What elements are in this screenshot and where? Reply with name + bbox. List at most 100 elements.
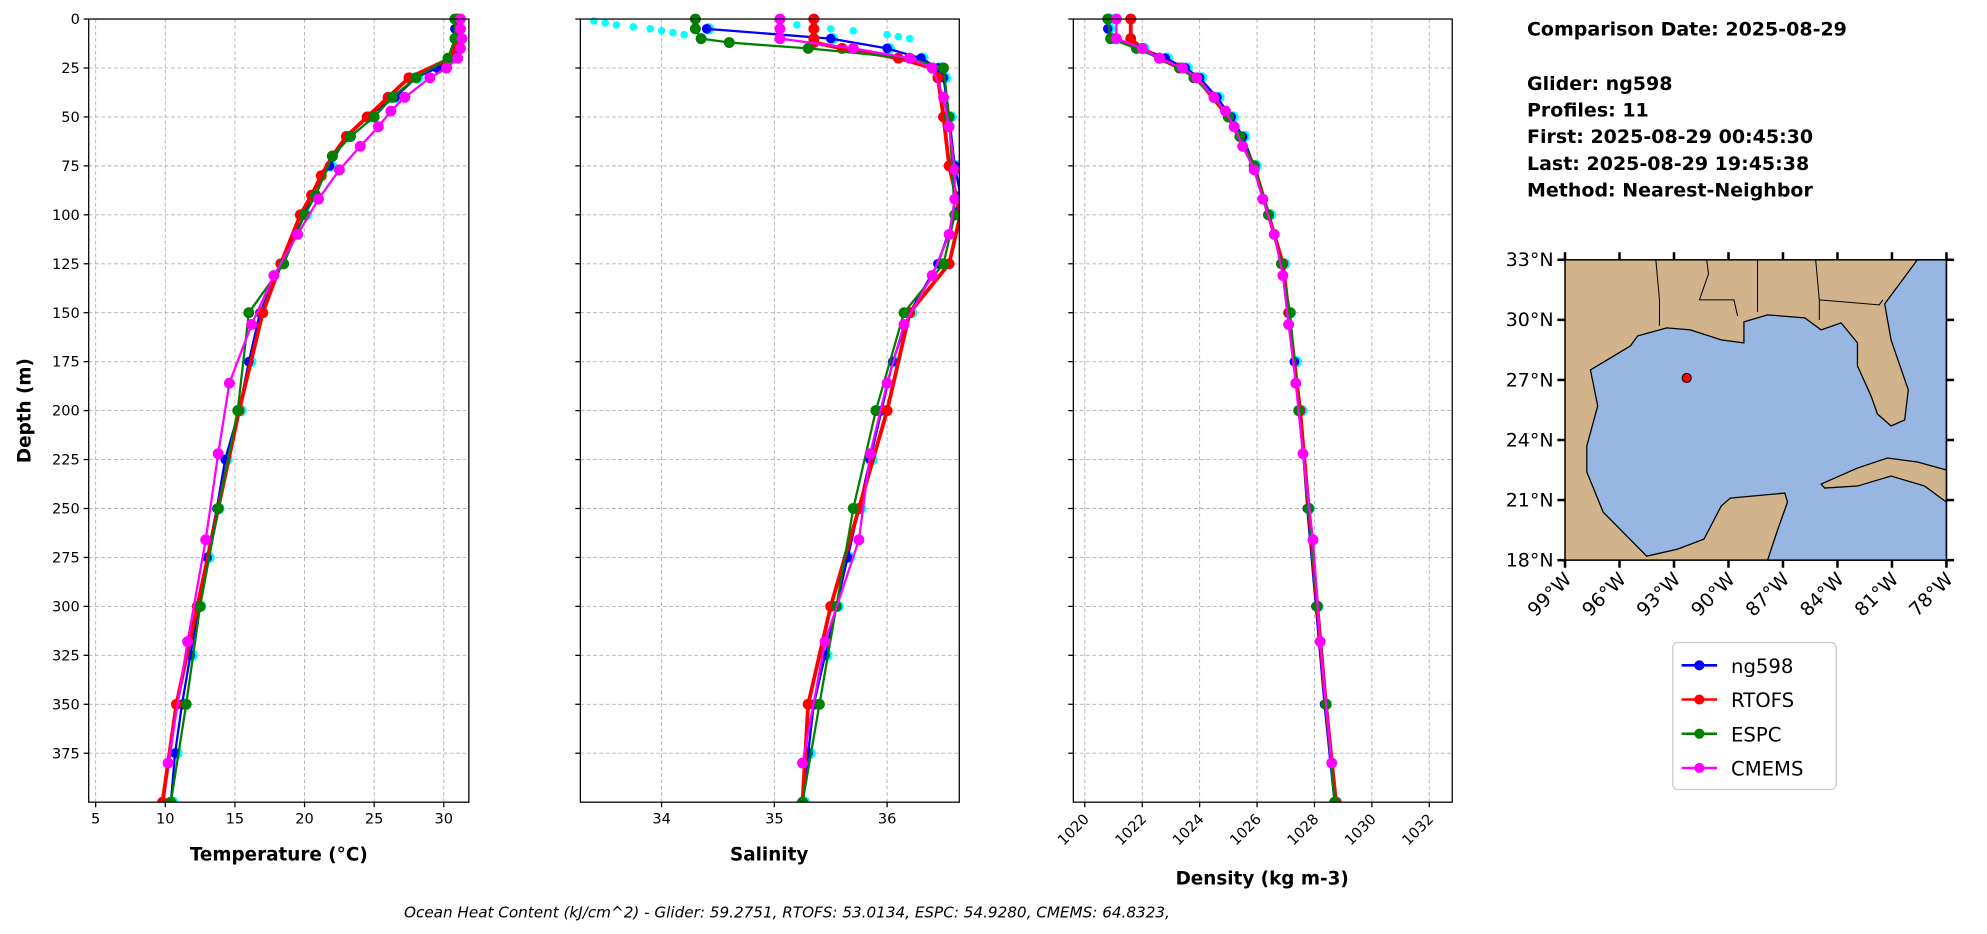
plot-area — [590, 13, 960, 803]
cmems-point — [441, 62, 453, 74]
lon-tick-label: 99°W — [1523, 568, 1576, 621]
density-axis-label: Density (kg m-3) — [1176, 869, 1349, 890]
cmems-point — [926, 270, 938, 281]
y-tick-label: 150 — [52, 305, 80, 322]
cmems-point — [819, 636, 831, 648]
lat-tick-label: 33°N — [1506, 249, 1554, 271]
cmems-point — [881, 377, 893, 389]
cmems-point — [1110, 33, 1122, 45]
x-tick-label: 1020 — [1054, 811, 1092, 849]
espc-point — [814, 698, 825, 710]
profiles-point — [657, 26, 666, 35]
plot-area — [157, 13, 468, 803]
density-panel: 1020 1022 1024 1026 1028 1030 1032 — [1054, 13, 1453, 849]
cmems-point — [926, 62, 938, 74]
cmems-point — [246, 319, 258, 330]
profiles-point — [680, 30, 688, 39]
espc-point — [1329, 796, 1340, 803]
glider-name: Glider: ng598 — [1527, 73, 1672, 95]
cmems-point — [455, 23, 466, 35]
cmems-point — [774, 33, 786, 45]
lat-tick-label: 18°N — [1506, 549, 1554, 571]
espc-point — [938, 62, 949, 74]
cmems-point — [1268, 228, 1280, 240]
espc-point — [802, 42, 814, 54]
y-tick-label: 225 — [52, 452, 80, 469]
cmems-point — [1136, 42, 1148, 54]
cmems-point — [1290, 377, 1302, 389]
cmems-point — [1283, 319, 1295, 330]
lat-tick-label: 21°N — [1506, 489, 1554, 511]
cmems-point — [292, 228, 304, 240]
y-tick-label: 275 — [52, 550, 80, 567]
salinity-axis-label: Salinity — [730, 844, 808, 865]
method: Method: Nearest-Neighbor — [1527, 179, 1813, 201]
x-tick-label: 1024 — [1169, 811, 1207, 849]
cmems-line — [166, 19, 464, 764]
legend: ng598 RTOFS ESPC CMEMS — [1672, 641, 1837, 791]
espc-point — [386, 91, 398, 103]
espc-point — [898, 307, 910, 319]
x-tick-label: 10 — [156, 811, 175, 828]
x-tick-label: 1022 — [1112, 811, 1150, 849]
y-tick-label: 375 — [52, 745, 80, 762]
cmems-point — [162, 757, 174, 769]
espc-legend-marker — [1694, 728, 1705, 739]
profiles-point — [883, 30, 891, 39]
x-tick-label: 20 — [295, 811, 314, 828]
espc-point — [723, 37, 735, 48]
profiles-point — [612, 21, 621, 29]
x-tick-label: 1026 — [1227, 811, 1265, 849]
espc-point — [194, 600, 206, 612]
temperature-panel: 0 25 50 75 100 125 150 175 200 225 250 275 300 325 350… — [52, 11, 470, 828]
ng598-line — [706, 27, 960, 803]
profiles-point — [601, 19, 609, 27]
profile-count: Profiles: 11 — [1527, 100, 1649, 122]
x-tick-label: 35 — [765, 811, 784, 828]
depth-axis-label: Depth (m) — [14, 358, 35, 463]
espc-point — [797, 796, 808, 803]
cmems-point — [1228, 121, 1240, 133]
x-tick-label: 1028 — [1284, 811, 1322, 849]
espc-point — [180, 698, 192, 710]
rtofs-point — [157, 796, 168, 803]
y-tick-label: 0 — [71, 11, 80, 28]
axes-frame — [88, 18, 470, 803]
cmems-point — [424, 72, 436, 84]
cmems-point — [354, 140, 366, 152]
cmems-point — [1297, 448, 1309, 460]
cmems-point — [212, 448, 224, 460]
profiles-point — [826, 25, 835, 33]
cmems-point — [1176, 62, 1188, 74]
cmems-point — [200, 534, 212, 546]
y-tick-label: 125 — [52, 256, 80, 273]
y-tick-label: 25 — [61, 60, 80, 77]
legend-box — [1672, 641, 1837, 791]
cmems-point — [774, 23, 786, 35]
cmems-legend-label: CMEMS — [1731, 758, 1803, 781]
info-block: Comparison Date: 2025-08-29 Glider: ng59… — [1527, 19, 1847, 202]
espc-point — [695, 33, 707, 45]
profiles-point — [646, 25, 655, 33]
state-border — [1698, 259, 1739, 316]
espc-point — [410, 72, 422, 84]
cmems-point — [949, 164, 960, 176]
y-tick-label: 300 — [52, 598, 80, 615]
ng598-point — [825, 33, 836, 44]
profiles-point — [849, 26, 858, 35]
espc-point — [232, 405, 244, 417]
cmems-point — [385, 105, 397, 117]
lon-tick-label: 87°W — [1741, 568, 1794, 621]
lat-tick-label: 30°N — [1506, 309, 1554, 331]
glider-position-marker — [1681, 372, 1692, 384]
espc-legend-label: ESPC — [1731, 723, 1781, 746]
axes-frame — [1072, 18, 1453, 803]
espc-point — [442, 52, 454, 64]
cmems-point — [1326, 757, 1338, 769]
profiles-point — [905, 34, 914, 43]
last-time: Last: 2025-08-29 19:45:38 — [1527, 153, 1809, 175]
cmems-point — [1220, 105, 1231, 117]
espc-point — [938, 258, 949, 270]
profiles-point — [894, 32, 903, 41]
rtofs-point — [257, 307, 269, 319]
